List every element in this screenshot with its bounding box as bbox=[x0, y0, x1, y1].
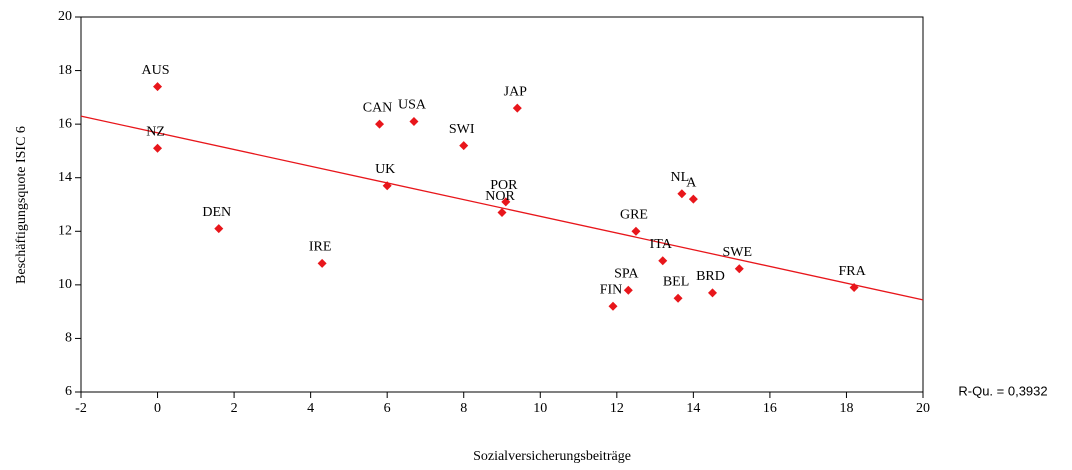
x-tick-label: 4 bbox=[307, 401, 314, 416]
point bbox=[688, 194, 698, 204]
point bbox=[214, 224, 224, 234]
point bbox=[153, 143, 163, 153]
point-label: NL bbox=[671, 170, 690, 185]
point bbox=[409, 116, 419, 126]
point-label: FIN bbox=[600, 283, 623, 298]
point-label: DEN bbox=[202, 205, 231, 220]
point-label: GRE bbox=[620, 208, 648, 223]
x-tick-label: 14 bbox=[686, 401, 700, 416]
x-tick-label: 10 bbox=[533, 401, 547, 416]
point bbox=[153, 82, 163, 92]
plot-frame bbox=[80, 16, 924, 393]
x-tick-label: 12 bbox=[610, 401, 624, 416]
point bbox=[459, 141, 469, 151]
point bbox=[501, 197, 511, 207]
point-label: UK bbox=[375, 162, 395, 177]
r-squared: R-Qu. = 0,3932 bbox=[958, 383, 1047, 398]
point bbox=[317, 258, 327, 268]
x-tick-label: 2 bbox=[231, 401, 238, 416]
point bbox=[631, 226, 641, 236]
point-label: JAP bbox=[504, 84, 528, 99]
point-label: IRE bbox=[309, 240, 332, 255]
point-label: FRA bbox=[838, 264, 866, 279]
x-tick-label: 8 bbox=[460, 401, 467, 416]
point-label: USA bbox=[398, 98, 427, 113]
y-axis-title: Beschäftigungsquote ISIC 6 bbox=[14, 126, 29, 284]
y-tick-label: 16 bbox=[58, 116, 72, 131]
trend-line bbox=[80, 115, 924, 301]
point-label: AUS bbox=[142, 63, 170, 78]
point-label: ITA bbox=[650, 237, 673, 252]
y-tick-label: 6 bbox=[65, 384, 72, 399]
x-axis-title: Sozialversicherungsbeiträge bbox=[473, 449, 631, 464]
point-label: CAN bbox=[363, 100, 393, 115]
y-tick-label: 18 bbox=[58, 63, 72, 78]
x-tick-label: 6 bbox=[384, 401, 391, 416]
point-label: SWI bbox=[449, 122, 475, 137]
y-tick-label: 10 bbox=[58, 277, 72, 292]
point bbox=[382, 181, 392, 191]
point-label: BRD bbox=[696, 269, 725, 284]
point-label: NOR bbox=[485, 189, 515, 204]
point-label: BEL bbox=[663, 274, 689, 289]
y-tick-label: 14 bbox=[58, 170, 72, 185]
x-tick-label: 16 bbox=[763, 401, 777, 416]
point bbox=[708, 288, 717, 298]
y-tick-label: 8 bbox=[65, 331, 72, 346]
point-label: SWE bbox=[723, 245, 753, 260]
point-label: SPA bbox=[614, 266, 639, 281]
point bbox=[608, 301, 618, 311]
point bbox=[677, 189, 687, 199]
point bbox=[375, 119, 385, 129]
x-tick-label: 0 bbox=[154, 401, 161, 416]
x-tick-label: 20 bbox=[916, 401, 930, 416]
point bbox=[623, 285, 633, 295]
point bbox=[658, 256, 668, 266]
point bbox=[849, 283, 859, 293]
point bbox=[512, 103, 522, 113]
y-tick-label: 20 bbox=[58, 9, 72, 24]
point bbox=[497, 208, 507, 218]
y-tick-label: 12 bbox=[58, 224, 72, 239]
point-label: A bbox=[686, 175, 697, 190]
point-label: POR bbox=[490, 178, 518, 193]
point bbox=[734, 264, 744, 274]
point bbox=[673, 293, 683, 303]
x-tick-label: 18 bbox=[839, 401, 853, 416]
point-label: NZ bbox=[146, 124, 165, 139]
x-tick-label: -2 bbox=[75, 401, 87, 416]
